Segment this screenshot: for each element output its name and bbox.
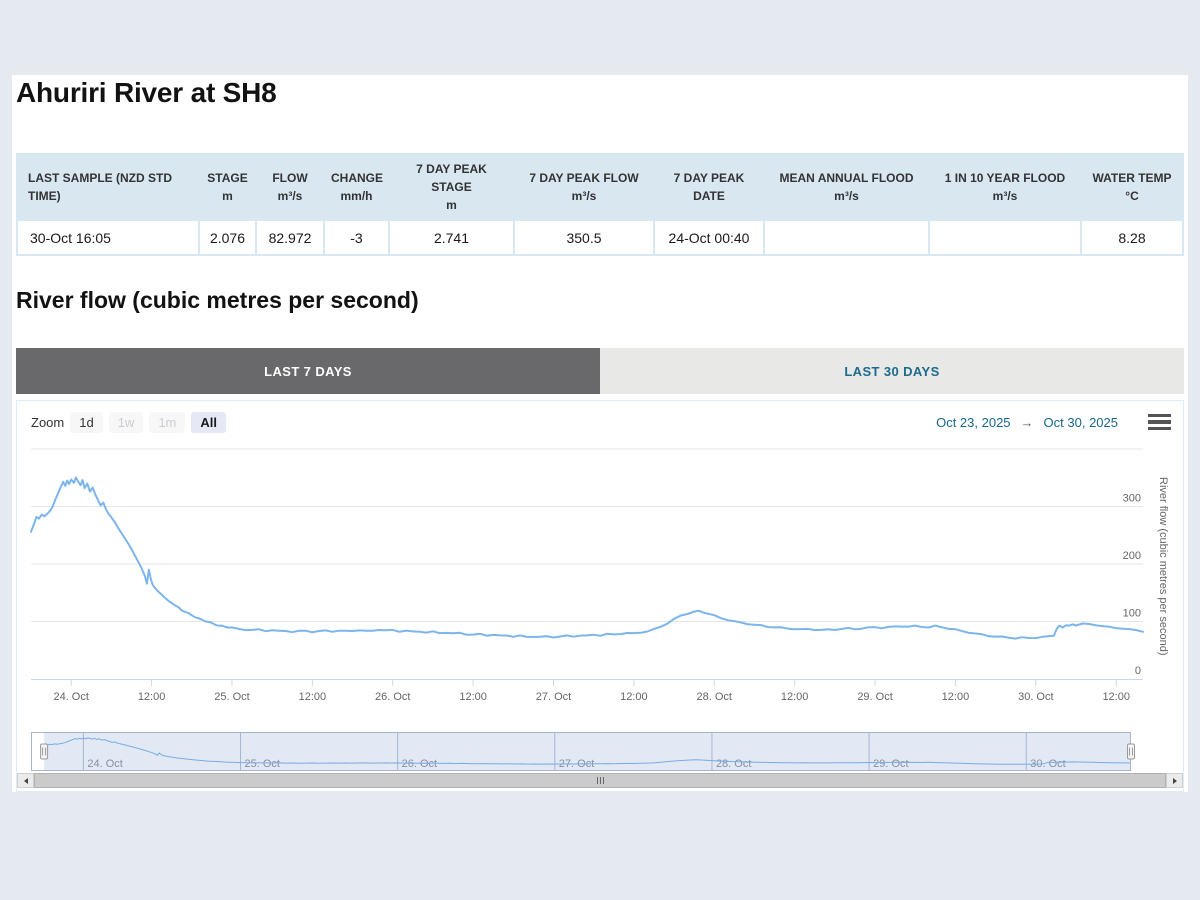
x-axis-label: 12:00 xyxy=(459,691,487,703)
page-title: Ahuriri River at SH8 xyxy=(16,77,277,108)
y-axis-label: 200 xyxy=(1123,550,1141,562)
x-axis-label: 12:00 xyxy=(620,691,648,703)
x-axis-label: 12:00 xyxy=(1102,691,1130,703)
y-axis-label: 0 xyxy=(1135,665,1141,677)
scrollbar-left-button[interactable] xyxy=(17,773,34,788)
zoom-label: Zoom xyxy=(31,414,65,430)
summary-column-header: FLOW m³/s xyxy=(272,171,308,203)
x-axis-label: 12:00 xyxy=(942,691,970,703)
x-axis-label: 12:00 xyxy=(299,691,327,703)
x-axis-label: 30. Oct xyxy=(1018,691,1053,703)
zoom-buttons: 1d 1w 1m All xyxy=(70,411,227,433)
scrollbar-right-button[interactable] xyxy=(1166,773,1183,788)
summary-cell xyxy=(765,221,928,254)
period-tabs: LAST 7 DAYS LAST 30 DAYS xyxy=(16,348,1184,394)
navigator-label: 29. Oct xyxy=(873,758,908,770)
summary-cell: 30-Oct 16:05 xyxy=(18,221,198,254)
summary-cell: 8.28 xyxy=(1082,221,1182,254)
summary-column-header: MEAN ANNUAL FLOOD m³/s xyxy=(779,171,914,203)
flow-series-line xyxy=(30,476,1144,640)
summary-cell: -3 xyxy=(325,221,388,254)
x-axis-label: 28. Oct xyxy=(697,691,732,703)
x-axis-label: 29. Oct xyxy=(857,691,892,703)
summary-column-header: CHANGE mm/h xyxy=(331,171,384,203)
x-axis-label: 12:00 xyxy=(781,691,809,703)
summary-cell: 24-Oct 00:40 xyxy=(655,221,763,254)
river-flow-chart: 24. Oct 12:00 25. Oct 12:00 26. Oct 12:00 27. … xyxy=(30,448,1144,771)
river-flow-chart-container: Zoom 1d 1w 1m All Oct 23, 2025 → Oct 30, 20… xyxy=(16,400,1184,792)
date-range-display: Oct 23, 2025 → Oct 30, 2025 xyxy=(936,413,1171,431)
summary-column-header: 7 DAY PEAK DATE xyxy=(673,171,745,203)
navigator-label: 24. Oct xyxy=(87,758,122,770)
table-row: 30-Oct 16:05 2.076 82.972 -3 2.741 350.5 24-Oc… xyxy=(18,221,1182,254)
range-to[interactable]: Oct 30, 2025 xyxy=(1043,414,1118,430)
chart-header: Zoom 1d 1w 1m All Oct 23, 2025 → Oct 30, 20… xyxy=(31,410,1171,434)
x-axis-label: 25. Oct xyxy=(214,691,249,703)
hamburger-menu-icon[interactable] xyxy=(1148,413,1171,431)
zoom-button-1w: 1w xyxy=(108,411,144,433)
navigator-handle-left[interactable] xyxy=(40,743,49,760)
scrollbar-thumb[interactable] xyxy=(34,773,1166,788)
summary-column-header: STAGE m xyxy=(207,171,248,203)
summary-column-header: WATER TEMP °C xyxy=(1092,171,1172,203)
zoom-controls: Zoom 1d 1w 1m All xyxy=(31,411,227,433)
arrow-left-icon xyxy=(23,777,28,784)
navigator-label: 30. Oct xyxy=(1030,758,1065,770)
zoom-button-all[interactable]: All xyxy=(191,411,227,433)
content-card: Ahuriri River at SH8 LAST SAMPLE (NZD ST… xyxy=(12,75,1188,792)
zoom-button-1d[interactable]: 1d xyxy=(70,411,103,433)
summary-column-header: 1 IN 10 YEAR FLOOD m³/s xyxy=(944,171,1066,203)
x-axis-label: 12:00 xyxy=(138,691,166,703)
y-axis-title: River flow (cubic metres per second) xyxy=(1157,476,1169,656)
summary-cell: 2.076 xyxy=(200,221,255,254)
arrow-right-icon xyxy=(1172,777,1177,784)
summary-table: LAST SAMPLE (NZD STD TIME) STAGE m FLOW m³/s… xyxy=(16,153,1184,256)
x-axis-label: 24. Oct xyxy=(53,691,88,703)
summary-cell: 350.5 xyxy=(515,221,653,254)
x-axis-label: 27. Oct xyxy=(536,691,571,703)
navigator-label: 25. Oct xyxy=(245,758,280,770)
range-arrow-icon: → xyxy=(1020,414,1034,430)
summary-cell: 2.741 xyxy=(390,221,513,254)
y-axis-label: 100 xyxy=(1123,608,1141,620)
summary-cell xyxy=(930,221,1080,254)
navigator-series-line xyxy=(43,737,1132,765)
x-axis-label: 26. Oct xyxy=(375,691,410,703)
section-heading: River flow (cubic metres per second) xyxy=(16,287,419,313)
summary-header-row: LAST SAMPLE (NZD STD TIME) STAGE m FLOW m³/s… xyxy=(18,155,1182,219)
plot-area[interactable] xyxy=(31,449,1143,679)
summary-cell: 82.972 xyxy=(257,221,323,254)
tab-last-30-days[interactable]: LAST 30 DAYS xyxy=(600,348,1184,394)
tab-last-7-days[interactable]: LAST 7 DAYS xyxy=(16,348,600,394)
y-axis-label: 300 xyxy=(1123,493,1141,505)
range-from[interactable]: Oct 23, 2025 xyxy=(936,414,1011,430)
zoom-button-1m: 1m xyxy=(149,411,186,433)
summary-column-header: 7 DAY PEAK STAGE m xyxy=(416,162,487,212)
navigator-handle-right[interactable] xyxy=(1127,743,1135,760)
navigator-mask[interactable] xyxy=(44,732,1132,771)
navigator-label: 26. Oct xyxy=(402,758,437,770)
summary-column-header: 7 DAY PEAK FLOW m³/s xyxy=(529,171,639,203)
chart-scrollbar xyxy=(17,773,1183,788)
summary-column-header: LAST SAMPLE (NZD STD TIME) xyxy=(28,171,172,203)
